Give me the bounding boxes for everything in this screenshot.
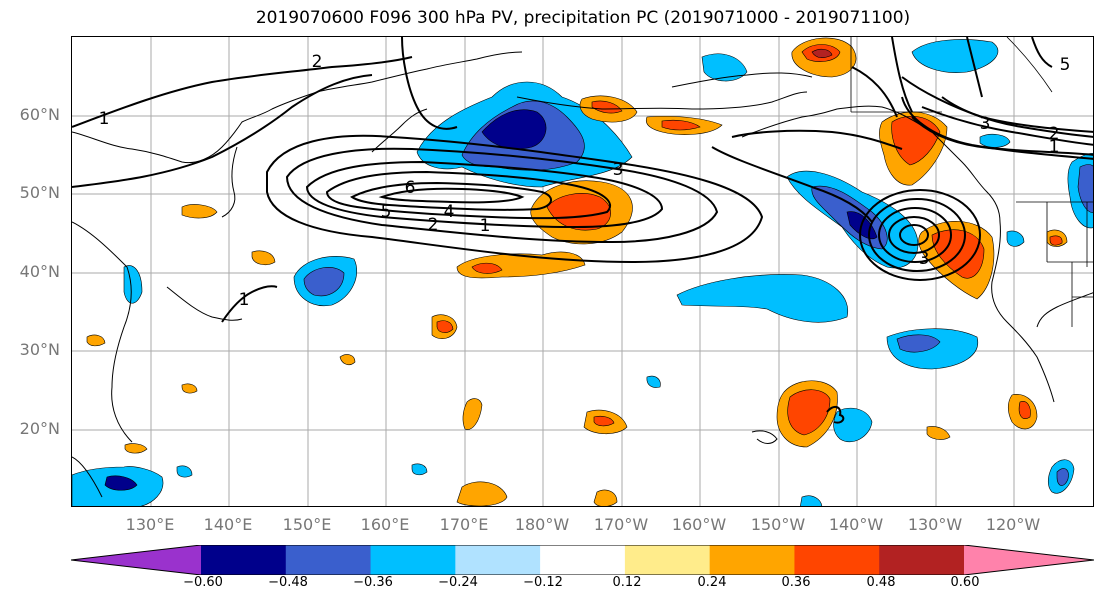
contour-label: 1 (480, 216, 491, 236)
lon-label: 150°W (750, 515, 806, 534)
lon-label: 170°E (439, 515, 489, 534)
lat-label: 40°N (19, 262, 60, 281)
lon-label: 160°E (360, 515, 410, 534)
map-canvas: 1 2 1 2 4 5 6 3 1 3 2 1 3 5 (72, 37, 1093, 506)
colorbar-tick-label: 0.60 (950, 575, 980, 590)
lon-label: 130°W (907, 515, 963, 534)
lon-label: 150°E (282, 515, 332, 534)
lon-label: 140°E (203, 515, 253, 534)
lon-label: 130°E (125, 515, 175, 534)
lat-label: 50°N (19, 183, 60, 202)
colorbar-tick-label: 0.36 (781, 575, 811, 590)
precip-anomaly-fills (72, 37, 1093, 506)
colorbar (71, 545, 1094, 575)
lat-label: 20°N (19, 419, 60, 438)
contour-label: 3 (980, 114, 991, 134)
contour-label: 5 (381, 202, 392, 222)
contour-label: 1 (1049, 137, 1060, 157)
coastlines (72, 51, 1093, 498)
colorbar-segment (71, 545, 201, 575)
colorbar-tick-label: 0.48 (866, 575, 896, 590)
lon-label: 180°W (514, 515, 570, 534)
colorbar-tick-label: −0.24 (438, 575, 478, 590)
contour-label: 1 (99, 109, 110, 129)
colorbar-segment (370, 545, 456, 575)
lon-label: 160°W (671, 515, 727, 534)
colorbar-segment (964, 545, 1094, 575)
colorbar-tick-label: −0.60 (183, 575, 223, 590)
colorbar-tick-label: 0.12 (612, 575, 642, 590)
colorbar-segment (879, 545, 965, 575)
contour-label: 2 (312, 52, 323, 72)
colorbar-tick-label: 0.24 (697, 575, 727, 590)
colorbar-segment (709, 545, 795, 575)
lon-label: 140°W (828, 515, 884, 534)
contour-label: 6 (405, 178, 416, 198)
contour-label: 2 (1049, 124, 1060, 144)
contour-label-group: 1 2 1 2 4 5 6 3 1 3 2 1 3 5 (99, 52, 1071, 310)
colorbar-segment (624, 545, 711, 575)
map-panel: 1 2 1 2 4 5 6 3 1 3 2 1 3 5 (71, 36, 1094, 507)
lon-label: 170°W (593, 515, 649, 534)
map-title: 2019070600 F096 300 hPa PV, precipitatio… (255, 8, 911, 28)
colorbar-segment (285, 545, 372, 575)
colorbar-tick-label: −0.36 (353, 575, 393, 590)
lat-label: 30°N (19, 340, 60, 359)
colorbar-segment (794, 545, 880, 575)
pv-contours (72, 37, 1093, 424)
contour-label: 3 (613, 160, 624, 180)
contour-label: 5 (1060, 55, 1071, 75)
contour-label: 3 (919, 249, 930, 269)
colorbar-tick-label: −0.48 (268, 575, 308, 590)
colorbar-segment (540, 545, 626, 575)
colorbar-segment (201, 545, 287, 575)
contour-label: 2 (428, 215, 439, 235)
colorbar-segment (455, 545, 541, 575)
lat-label: 60°N (19, 105, 60, 124)
lon-label: 120°W (985, 515, 1041, 534)
borders (850, 37, 1093, 327)
contour-label: 1 (239, 290, 250, 310)
contour-label: 4 (444, 202, 455, 222)
colorbar-tick-label: −0.12 (523, 575, 563, 590)
